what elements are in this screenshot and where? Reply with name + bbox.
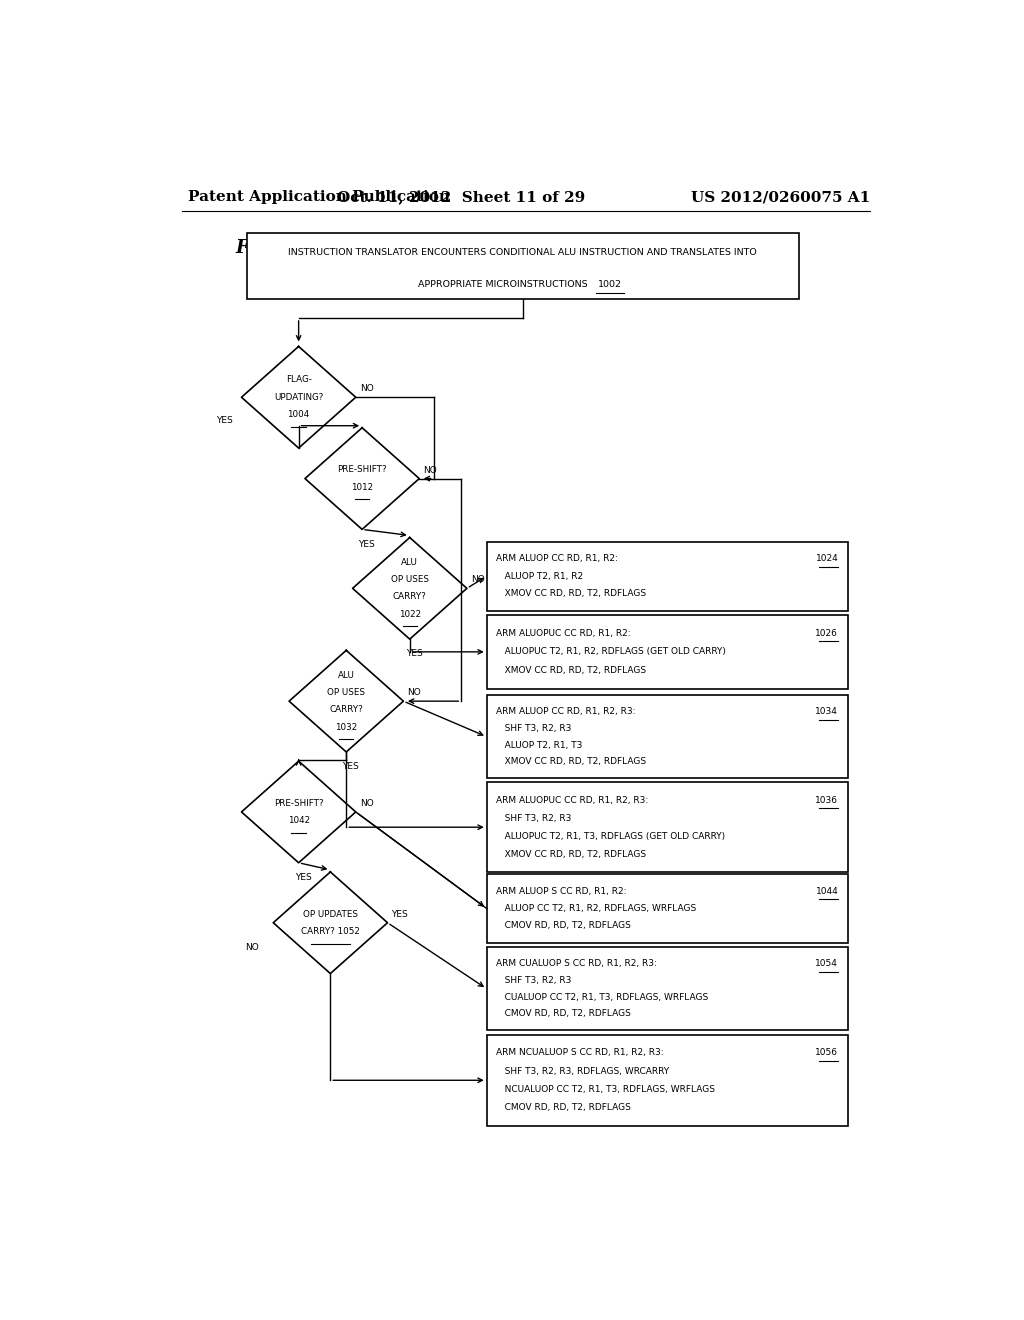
Text: FLAG-: FLAG- xyxy=(286,375,311,384)
Polygon shape xyxy=(242,762,355,863)
Text: CUALUOP CC T2, R1, T3, RDFLAGS, WRFLAGS: CUALUOP CC T2, R1, T3, RDFLAGS, WRFLAGS xyxy=(497,993,709,1002)
Text: 1026: 1026 xyxy=(815,628,839,638)
FancyBboxPatch shape xyxy=(486,615,848,689)
Text: 1032: 1032 xyxy=(335,722,357,731)
Text: ARM ALUOPUC CC RD, R1, R2, R3:: ARM ALUOPUC CC RD, R1, R2, R3: xyxy=(497,796,648,805)
Text: SHF T3, R2, R3, RDFLAGS, WRCARRY: SHF T3, R2, R3, RDFLAGS, WRCARRY xyxy=(497,1067,670,1076)
Text: ALU: ALU xyxy=(338,671,354,680)
FancyBboxPatch shape xyxy=(247,232,799,298)
FancyBboxPatch shape xyxy=(486,874,848,942)
Text: 1036: 1036 xyxy=(815,796,839,805)
Text: NO: NO xyxy=(471,576,484,585)
Text: NO: NO xyxy=(423,466,437,474)
Text: 1034: 1034 xyxy=(815,708,839,717)
Text: 1002: 1002 xyxy=(598,280,623,289)
Text: NO: NO xyxy=(359,799,374,808)
Text: PRE-SHIFT?: PRE-SHIFT? xyxy=(337,466,387,474)
Text: YES: YES xyxy=(342,762,359,771)
Text: XMOV CC RD, RD, T2, RDFLAGS: XMOV CC RD, RD, T2, RDFLAGS xyxy=(497,589,646,598)
Text: ARM NCUALUOP S CC RD, R1, R2, R3:: ARM NCUALUOP S CC RD, R1, R2, R3: xyxy=(497,1048,664,1057)
FancyBboxPatch shape xyxy=(486,948,848,1031)
Text: CARRY?: CARRY? xyxy=(393,593,427,602)
Text: SHF T3, R2, R3: SHF T3, R2, R3 xyxy=(497,975,571,985)
Text: OP UPDATES: OP UPDATES xyxy=(303,909,357,919)
Text: NO: NO xyxy=(359,384,374,393)
Text: APPROPRIATE MICROINSTRUCTIONS: APPROPRIATE MICROINSTRUCTIONS xyxy=(418,280,588,289)
FancyBboxPatch shape xyxy=(486,783,848,873)
Polygon shape xyxy=(289,651,403,752)
Text: ARM ALUOP CC RD, R1, R2:: ARM ALUOP CC RD, R1, R2: xyxy=(497,554,618,564)
Text: SHF T3, R2, R3: SHF T3, R2, R3 xyxy=(497,813,571,822)
Text: YES: YES xyxy=(295,873,311,882)
Text: OP USES: OP USES xyxy=(328,688,366,697)
Text: CARRY?: CARRY? xyxy=(330,705,364,714)
Text: SHF T3, R2, R3: SHF T3, R2, R3 xyxy=(497,723,571,733)
Text: ARM CUALUOP S CC RD, R1, R2, R3:: ARM CUALUOP S CC RD, R1, R2, R3: xyxy=(497,960,657,969)
Text: 1044: 1044 xyxy=(815,887,839,896)
Text: CARRY? 1052: CARRY? 1052 xyxy=(301,927,359,936)
Text: 1012: 1012 xyxy=(351,483,373,492)
Text: XMOV CC RD, RD, T2, RDFLAGS: XMOV CC RD, RD, T2, RDFLAGS xyxy=(497,758,646,766)
Text: ALUOP T2, R1, R2: ALUOP T2, R1, R2 xyxy=(497,572,584,581)
Text: UPDATING?: UPDATING? xyxy=(274,393,324,401)
Text: NO: NO xyxy=(408,688,421,697)
Text: ALU: ALU xyxy=(401,558,418,566)
Text: YES: YES xyxy=(406,649,423,659)
Text: OP USES: OP USES xyxy=(391,576,429,585)
Text: INSTRUCTION TRANSLATOR ENCOUNTERS CONDITIONAL ALU INSTRUCTION AND TRANSLATES INT: INSTRUCTION TRANSLATOR ENCOUNTERS CONDIT… xyxy=(289,248,757,257)
FancyBboxPatch shape xyxy=(486,541,848,611)
Text: Patent Application Publication: Patent Application Publication xyxy=(187,190,450,205)
Text: PRE-SHIFT?: PRE-SHIFT? xyxy=(273,799,324,808)
Polygon shape xyxy=(273,873,387,974)
Text: Oct. 11, 2012  Sheet 11 of 29: Oct. 11, 2012 Sheet 11 of 29 xyxy=(337,190,586,205)
Text: ARM ALUOP S CC RD, R1, R2:: ARM ALUOP S CC RD, R1, R2: xyxy=(497,887,627,896)
Polygon shape xyxy=(305,428,419,529)
Text: ALUOP CC T2, R1, R2, RDFLAGS, WRFLAGS: ALUOP CC T2, R1, R2, RDFLAGS, WRFLAGS xyxy=(497,904,696,913)
Text: 1054: 1054 xyxy=(815,960,839,969)
Text: CMOV RD, RD, T2, RDFLAGS: CMOV RD, RD, T2, RDFLAGS xyxy=(497,1010,631,1018)
Text: ALUOP T2, R1, T3: ALUOP T2, R1, T3 xyxy=(497,741,583,750)
FancyBboxPatch shape xyxy=(486,1035,848,1126)
Text: ALUOPUC T2, R1, R2, RDFLAGS (GET OLD CARRY): ALUOPUC T2, R1, R2, RDFLAGS (GET OLD CAR… xyxy=(497,647,726,656)
Text: 1022: 1022 xyxy=(398,610,421,619)
FancyBboxPatch shape xyxy=(486,696,848,779)
Text: 1056: 1056 xyxy=(815,1048,839,1057)
Text: 1042: 1042 xyxy=(288,816,309,825)
Text: CMOV RD, RD, T2, RDFLAGS: CMOV RD, RD, T2, RDFLAGS xyxy=(497,1104,631,1113)
Text: 1004: 1004 xyxy=(288,411,309,418)
Text: ARM ALUOPUC CC RD, R1, R2:: ARM ALUOPUC CC RD, R1, R2: xyxy=(497,628,631,638)
Text: 1024: 1024 xyxy=(815,554,839,564)
Polygon shape xyxy=(242,346,355,447)
Polygon shape xyxy=(352,537,467,639)
Text: CMOV RD, RD, T2, RDFLAGS: CMOV RD, RD, T2, RDFLAGS xyxy=(497,921,631,931)
Text: NO: NO xyxy=(246,942,259,952)
Text: NCUALUOP CC T2, R1, T3, RDFLAGS, WRFLAGS: NCUALUOP CC T2, R1, T3, RDFLAGS, WRFLAGS xyxy=(497,1085,715,1094)
Text: XMOV CC RD, RD, T2, RDFLAGS: XMOV CC RD, RD, T2, RDFLAGS xyxy=(497,850,646,858)
Text: US 2012/0260075 A1: US 2012/0260075 A1 xyxy=(691,190,870,205)
Text: YES: YES xyxy=(391,909,409,919)
Text: FIG. 10: FIG. 10 xyxy=(236,239,308,257)
Text: XMOV CC RD, RD, T2, RDFLAGS: XMOV CC RD, RD, T2, RDFLAGS xyxy=(497,665,646,675)
Text: YES: YES xyxy=(358,540,375,549)
Text: ALUOPUC T2, R1, T3, RDFLAGS (GET OLD CARRY): ALUOPUC T2, R1, T3, RDFLAGS (GET OLD CAR… xyxy=(497,832,725,841)
Text: ARM ALUOP CC RD, R1, R2, R3:: ARM ALUOP CC RD, R1, R2, R3: xyxy=(497,708,636,717)
Text: YES: YES xyxy=(216,416,232,425)
